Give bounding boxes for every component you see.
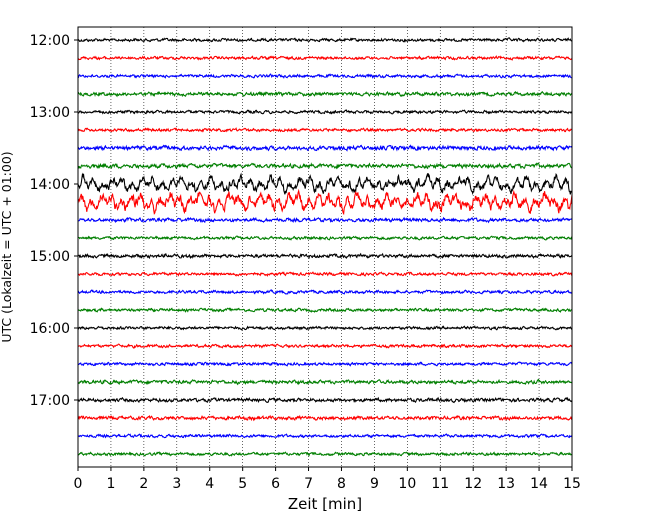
x-tick-label: 11 [431,476,449,492]
trace-line [77,172,573,196]
x-axis-ticks: 0 1 2 3 4 5 6 7 8 9 10 11 12 13 14 15 [74,467,581,492]
trace-line [77,55,573,61]
x-tick-label: 10 [398,476,416,492]
trace-line [77,414,573,422]
trace-line [77,325,573,331]
plot-frame [77,26,573,468]
x-tick-label: 4 [205,476,214,492]
x-tick-label: 9 [370,476,379,492]
y-tick-label: 16:00 [30,321,70,337]
x-tick-label: 1 [106,476,115,492]
y-tick-label: 13:00 [30,105,70,121]
y-axis-ticks: 12:00 13:00 14:00 15:00 16:00 17:00 [30,33,78,409]
y-tick-label: 14:00 [30,177,70,193]
x-tick-label: 3 [172,476,181,492]
x-tick-label: 6 [271,476,280,492]
trace-line [77,188,573,216]
y-tick-label: 15:00 [30,249,70,265]
trace-line [77,37,573,43]
y-tick-label: 12:00 [30,33,70,49]
trace-line [77,396,573,404]
seismic-traces [77,37,573,457]
trace-line [77,289,573,295]
trace-line [77,343,573,349]
trace-line [77,216,573,224]
grid-lines [110,27,540,467]
trace-line [77,378,573,386]
x-tick-label: 13 [497,476,515,492]
x-tick-label: 15 [563,476,581,492]
trace-line [77,451,573,457]
y-tick-label: 17:00 [30,393,70,409]
x-tick-label: 2 [139,476,148,492]
x-tick-label: 0 [74,476,83,492]
x-tick-label: 12 [464,476,482,492]
trace-line [77,144,573,152]
trace-line [77,73,573,79]
trace-line [77,127,573,133]
trace-line [77,433,573,439]
trace-line [77,361,573,367]
trace-line [77,235,573,241]
trace-line [77,109,573,115]
x-tick-label: 5 [238,476,247,492]
trace-line [77,271,573,277]
x-tick-label: 7 [304,476,313,492]
trace-line [77,307,573,313]
x-tick-label: 8 [337,476,346,492]
y-axis-label: UTC (Lokalzeit = UTC + 01:00) [0,151,14,342]
x-axis-label: Zeit [min] [288,495,362,513]
trace-line [77,90,573,98]
trace-line [77,162,573,170]
trace-line [77,252,573,260]
x-tick-label: 14 [530,476,548,492]
